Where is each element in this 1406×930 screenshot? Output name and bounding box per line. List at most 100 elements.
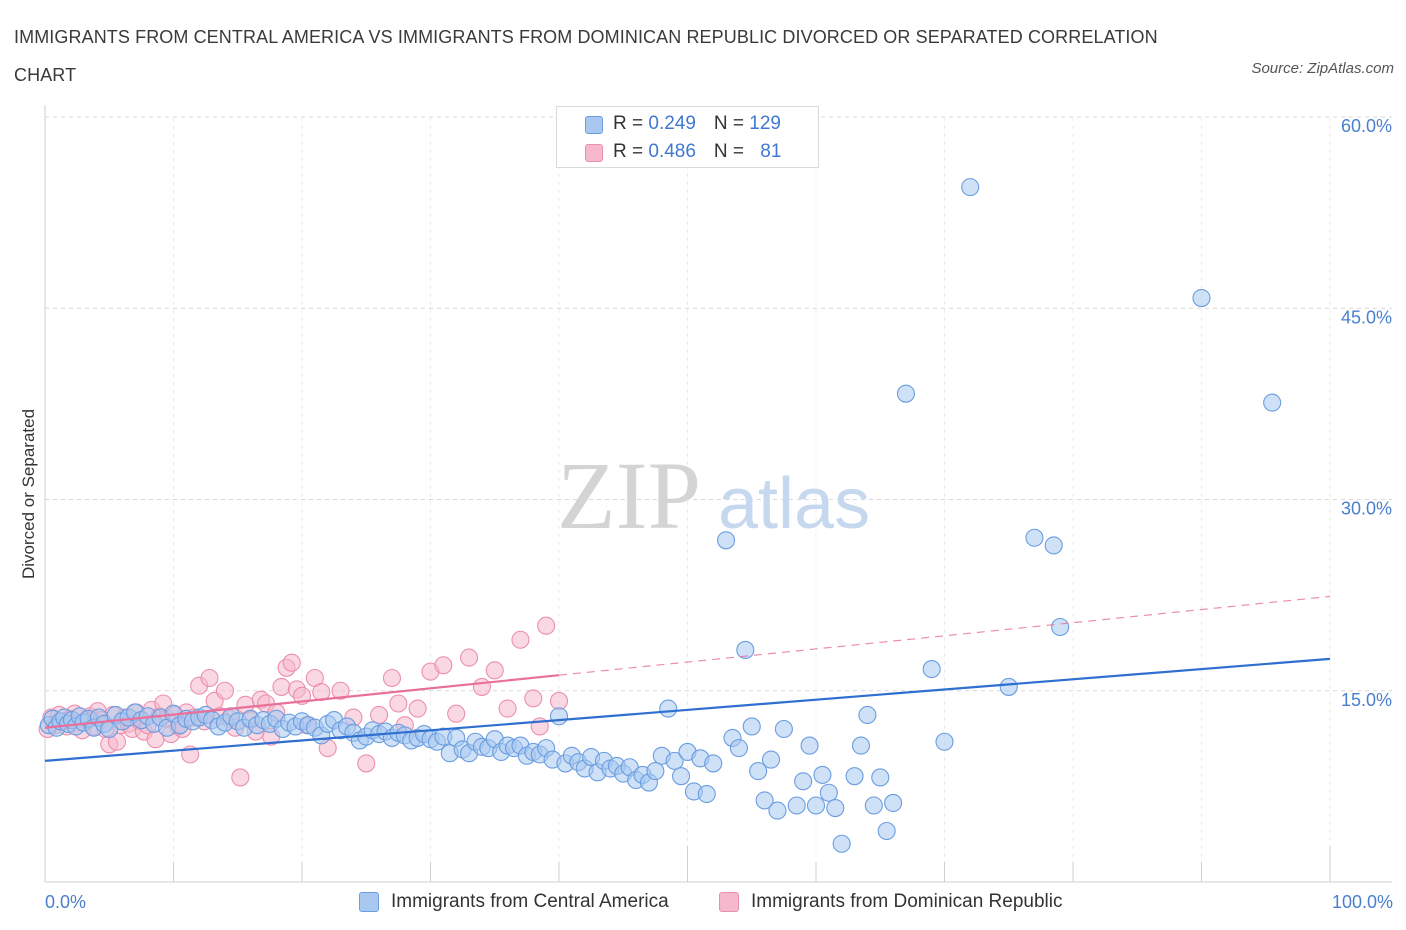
dominican-republic-point: [331, 681, 350, 700]
central-america-point: [1025, 528, 1044, 547]
axes: [44, 105, 1392, 883]
legend-swatch-central-america: [585, 116, 603, 134]
legend-row-central-america: R = 0.249 N = 129: [613, 112, 781, 136]
central-america-point: [774, 719, 793, 739]
central-america-point: [665, 751, 684, 770]
dominican-republic-point: [434, 656, 453, 675]
central-america-point: [716, 531, 736, 550]
central-america-point: [922, 660, 941, 679]
legend-r-value: 0.486: [648, 141, 696, 162]
dominican-republic-point: [215, 681, 234, 700]
dominican-republic-point: [231, 768, 250, 787]
central-america-point: [768, 801, 787, 820]
y-tick-label: 45.0%: [1341, 307, 1392, 327]
central-america-point: [800, 736, 819, 755]
central-america-point: [832, 834, 851, 853]
central-america-point: [749, 762, 768, 781]
central-america-point: [659, 699, 678, 718]
central-america-point: [858, 705, 877, 725]
central-america-point: [729, 739, 748, 758]
legend-n-label: N =: [713, 141, 750, 162]
central-america-point: [961, 178, 980, 197]
central-america-point: [761, 750, 781, 769]
y-tick-label: 15.0%: [1341, 690, 1392, 710]
central-america-point: [851, 736, 871, 755]
dominican-republic-point: [485, 661, 504, 680]
bottom-legend-dominican-republic: Immigrants from Dominican Republic: [719, 888, 1063, 916]
dominican-republic-point: [200, 668, 219, 688]
dominican-republic-point: [382, 668, 402, 688]
dominican-republic-point: [537, 616, 556, 635]
x-tick-label: 0.0%: [45, 892, 86, 912]
central-america-point: [877, 821, 896, 841]
trend-line-dominican-republic: [44, 674, 560, 729]
dominican-republic-point: [459, 648, 479, 667]
central-america-point: [999, 677, 1018, 696]
central-america-point: [1263, 393, 1282, 412]
legend-r-label: R =: [613, 141, 649, 162]
central-america-point: [845, 767, 864, 786]
dominican-republic-point: [389, 694, 408, 713]
dominican-republic-point: [511, 630, 530, 649]
tick-labels: 15.0% 30.0% 45.0% 60.0% 0.0% 100.0%: [45, 116, 1393, 912]
central-america-point: [884, 793, 903, 813]
central-america-point: [742, 717, 761, 736]
dominican-republic-point: [524, 689, 543, 708]
watermark-zip: ZIP: [557, 442, 701, 549]
central-america-point: [935, 732, 954, 751]
central-america-point: [813, 765, 832, 784]
legend-swatch-dominican-republic: [585, 144, 603, 162]
central-america-point: [672, 767, 691, 786]
central-america-point: [826, 798, 845, 818]
central-america-point: [864, 796, 883, 815]
bottom-legend-central-america: Immigrants from Central America: [359, 888, 669, 916]
central-america-point: [896, 384, 916, 403]
trend-lines: [44, 595, 1331, 762]
dominican-republic-point: [357, 754, 376, 773]
y-tick-label: 30.0%: [1341, 499, 1392, 519]
legend-row-dominican-republic: R = 0.486 N = 81: [613, 140, 781, 164]
chart-title: IMMIGRANTS FROM CENTRAL AMERICA VS IMMIG…: [14, 27, 1158, 85]
legend-n-label: N =: [713, 113, 750, 134]
central-america-point: [736, 640, 755, 660]
dominican-republic-point: [370, 705, 389, 725]
central-america-point: [1044, 536, 1063, 555]
dominican-republic-point: [282, 653, 301, 672]
dominican-republic-point: [549, 691, 569, 711]
bottom-legend-label: Immigrants from Dominican Republic: [751, 891, 1063, 912]
central-america-point: [704, 754, 723, 773]
central-america-point: [549, 707, 569, 726]
legend-r-label: R =: [613, 113, 649, 134]
x-tick-label: 100.0%: [1332, 892, 1393, 912]
legend-n-value: 129: [749, 113, 781, 134]
legend-r-value: 0.249: [648, 113, 696, 134]
central-america-point: [806, 796, 826, 815]
trend-line-dominican-republic-projection: [558, 595, 1331, 676]
bottom-legend-swatch-blue: [359, 892, 379, 912]
trend-line-central-america: [44, 657, 1331, 762]
bottom-legend-label: Immigrants from Central America: [391, 891, 669, 912]
central-america-point: [794, 772, 813, 791]
dominican-republic-point: [408, 699, 427, 718]
dominican-republic-point: [272, 677, 291, 696]
legend: R = 0.249 N = 129 R = 0.486 N = 81: [556, 106, 819, 168]
central-america-point: [646, 762, 665, 781]
central-america-point: [819, 783, 838, 802]
central-america-point: [697, 784, 716, 804]
central-america-point: [1192, 288, 1211, 308]
y-tick-label: 60.0%: [1341, 116, 1392, 136]
central-america-point: [787, 796, 806, 815]
watermark: ZIP atlas: [557, 442, 870, 549]
dominican-republic-point: [472, 677, 491, 696]
legend-n-value: 81: [760, 141, 782, 162]
dominican-republic-point: [447, 704, 466, 723]
central-america-point: [871, 768, 890, 787]
dominican-republic-point: [498, 699, 517, 718]
data-points: [38, 178, 1282, 853]
central-america-point: [1051, 617, 1070, 637]
watermark-atlas: atlas: [718, 464, 870, 544]
source-note: Source: ZipAtlas.com: [1251, 60, 1394, 77]
bottom-legend-swatch-pink: [719, 892, 739, 912]
central-america-point: [755, 791, 774, 810]
